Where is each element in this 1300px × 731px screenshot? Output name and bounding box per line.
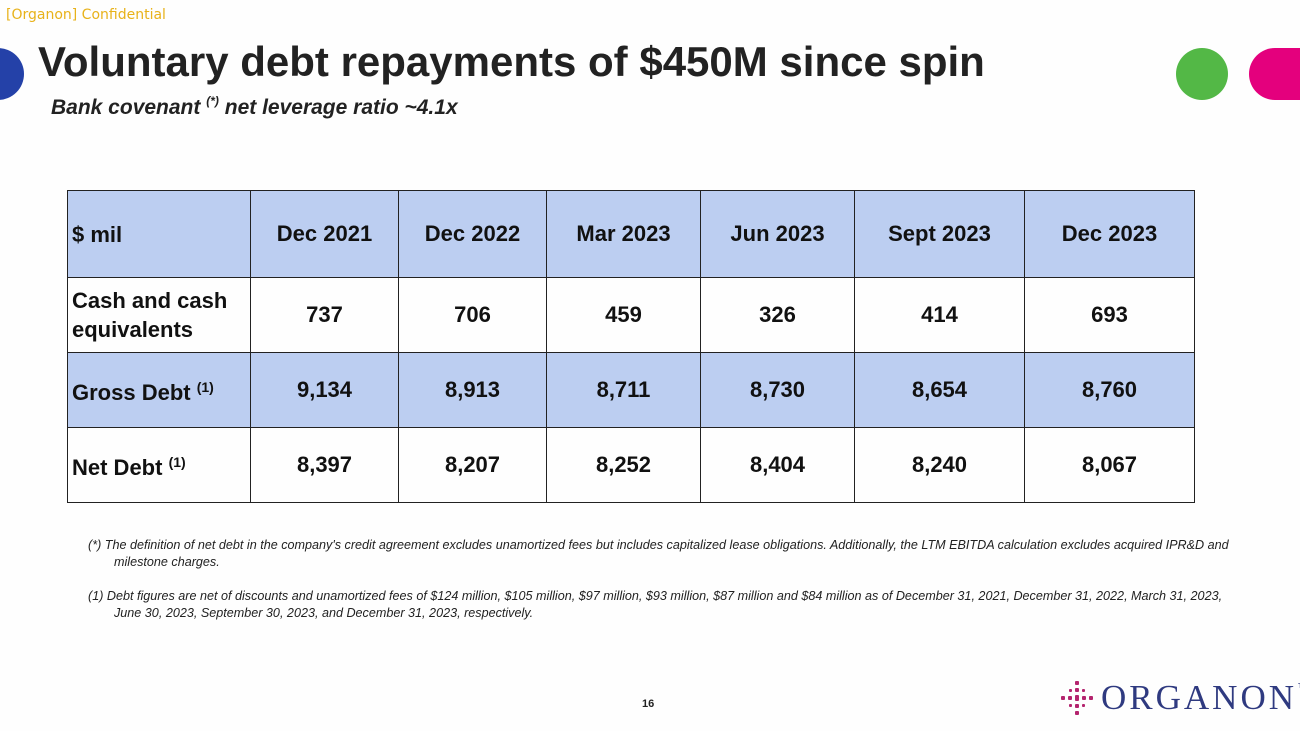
- table-cell: 8,711: [546, 352, 701, 428]
- table-cell: 459: [546, 277, 701, 353]
- organon-cross-icon: [1061, 681, 1093, 715]
- table-cell: 8,654: [854, 352, 1025, 428]
- column-header: $ mil: [67, 190, 251, 278]
- table-cell: 8,067: [1024, 427, 1195, 503]
- table-cell: 693: [1024, 277, 1195, 353]
- confidential-label: [Organon] Confidential: [6, 7, 166, 23]
- table-row: Cash and cash equivalents 737 706 459 32…: [67, 277, 1195, 353]
- table-cell: 9,134: [250, 352, 399, 428]
- pink-circle-decoration: [1249, 48, 1300, 100]
- table-cell: 8,252: [546, 427, 701, 503]
- footnote: (*) The definition of net debt in the co…: [88, 538, 1229, 569]
- trademark-mark: TM: [1298, 683, 1300, 690]
- table-cell: 8,913: [398, 352, 547, 428]
- row-label-text: Net Debt: [72, 455, 163, 480]
- debt-table: $ mil Dec 2021 Dec 2022 Mar 2023 Jun 202…: [67, 190, 1195, 503]
- footnotes: (*) The definition of net debt in the co…: [88, 537, 1238, 639]
- subtitle-text-rest: net leverage ratio ~4.1x: [218, 96, 458, 119]
- table-cell: 414: [854, 277, 1025, 353]
- green-circle-decoration: [1176, 48, 1228, 100]
- table-cell: 8,730: [700, 352, 855, 428]
- column-header: Sept 2023: [854, 190, 1025, 278]
- table-cell: 8,207: [398, 427, 547, 503]
- row-label-text: Gross Debt: [72, 380, 191, 405]
- row-label: Gross Debt (1): [67, 352, 251, 428]
- organon-logo: ORGANON TM: [1059, 679, 1300, 717]
- page-title: Voluntary debt repayments of $450M since…: [38, 38, 985, 85]
- subtitle-footnote-marker: (*): [206, 94, 219, 108]
- table-cell: 326: [700, 277, 855, 353]
- footnote-marker: (1): [196, 379, 214, 395]
- footnote-marker: (1): [168, 454, 186, 470]
- column-header: Mar 2023: [546, 190, 701, 278]
- table-cell: 8,240: [854, 427, 1025, 503]
- subtitle-text: Bank covenant: [51, 96, 201, 119]
- blue-circle-decoration: [0, 48, 24, 100]
- table-row: Gross Debt (1) 9,134 8,913 8,711 8,730 8…: [67, 352, 1195, 428]
- column-header: Dec 2021: [250, 190, 399, 278]
- table-cell: 8,404: [700, 427, 855, 503]
- logo-wordmark: ORGANON: [1101, 678, 1297, 717]
- column-header: Jun 2023: [700, 190, 855, 278]
- row-label: Cash and cash equivalents: [67, 277, 251, 353]
- table-cell: 706: [398, 277, 547, 353]
- table-cell: 8,760: [1024, 352, 1195, 428]
- page-number: 16: [642, 698, 655, 710]
- column-header: Dec 2023: [1024, 190, 1195, 278]
- row-label: Net Debt (1): [67, 427, 251, 503]
- page-subtitle: Bank covenant (*) net leverage ratio ~4.…: [51, 94, 458, 120]
- table-header-row: $ mil Dec 2021 Dec 2022 Mar 2023 Jun 202…: [67, 190, 1195, 278]
- table-cell: 737: [250, 277, 399, 353]
- column-header: Dec 2022: [398, 190, 547, 278]
- table-cell: 8,397: [250, 427, 399, 503]
- table-row: Net Debt (1) 8,397 8,207 8,252 8,404 8,2…: [67, 427, 1195, 503]
- footnote: (1) Debt figures are net of discounts an…: [88, 589, 1223, 620]
